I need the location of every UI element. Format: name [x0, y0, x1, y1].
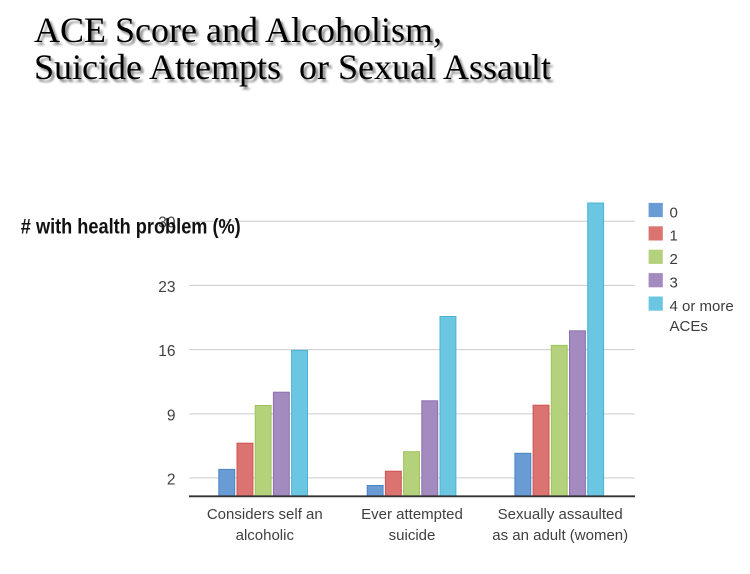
- svg-text:2: 2: [670, 251, 678, 268]
- svg-text:2: 2: [167, 471, 176, 488]
- svg-text:30: 30: [158, 215, 176, 232]
- svg-text:9: 9: [167, 407, 176, 424]
- svg-text:1: 1: [670, 228, 678, 245]
- svg-text:suicide: suicide: [389, 527, 436, 544]
- svg-text:16: 16: [158, 343, 175, 360]
- svg-text:Sexually assaulted: Sexually assaulted: [498, 506, 623, 523]
- svg-text:Ever attempted: Ever attempted: [361, 506, 463, 523]
- svg-text:0: 0: [670, 204, 678, 221]
- svg-text:Considers self an: Considers self an: [207, 506, 323, 523]
- svg-text:4 or more: 4 or more: [670, 298, 734, 315]
- svg-text:as an adult (women): as an adult (women): [492, 527, 628, 544]
- svg-text:3: 3: [670, 275, 678, 292]
- svg-text:ACEs: ACEs: [670, 318, 708, 335]
- svg-text:23: 23: [158, 279, 175, 296]
- svg-text:# with health problem (%): # with health problem (%): [21, 215, 241, 239]
- svg-text:alcoholic: alcoholic: [236, 527, 295, 544]
